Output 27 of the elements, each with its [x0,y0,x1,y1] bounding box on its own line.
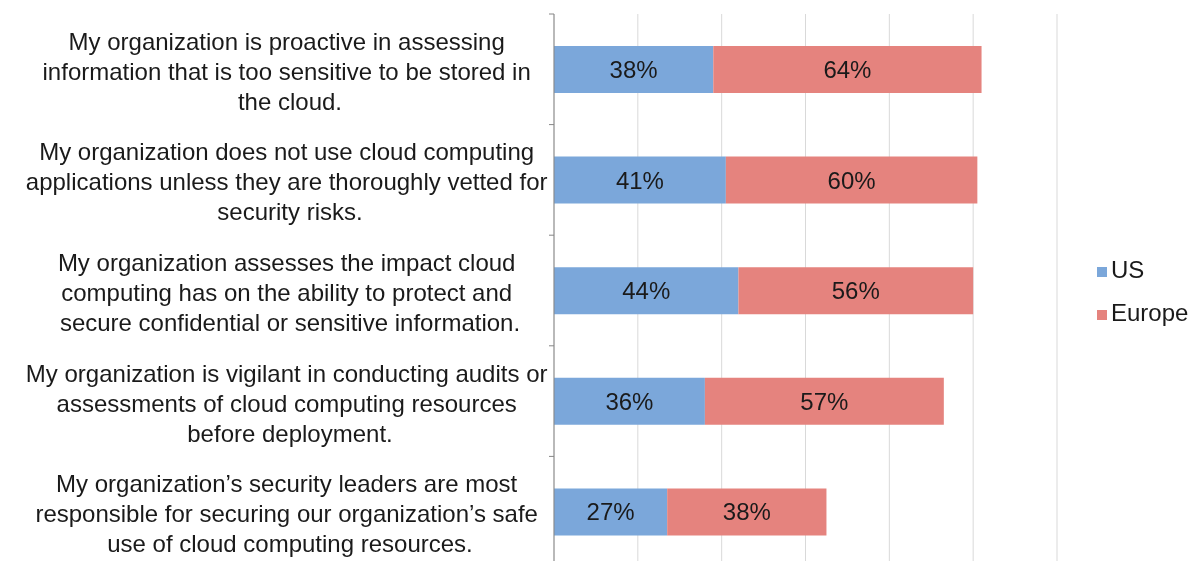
data-label: 36% [605,387,654,415]
bar [738,267,974,315]
y-tick-label: My organization is proactive in assessing information that is too sensitive to be stored in the cloud. [42,27,538,115]
data-label: 56% [831,277,880,305]
data-label: 60% [827,166,876,194]
legend-label: Europe [1111,299,1189,326]
y-tick-label: My organization is vigilant in conducting audits or assessments of cloud computing resources before deployment. [25,359,555,447]
y-tick-label: My organization assesses the impact cloud computing has on the ability to protect and secure confidential or sensitive information. [57,248,523,336]
bar [554,46,714,93]
legend-label: US [1111,256,1145,283]
y-tick-label: My organization’s security leaders are most responsible for securing our organization’s safe use of cloud computing resources. [35,470,545,558]
data-label: 38% [722,498,771,526]
bar [554,267,739,315]
bar [554,377,705,425]
data-label: 27% [586,498,635,526]
y-tick-label: My organization does not use cloud computing applications unless they are thoroughly vetted for security risks. [25,138,555,226]
data-label: 57% [800,387,849,415]
data-label: 64% [823,56,872,84]
data-label: 38% [609,56,658,84]
bar [725,156,978,204]
bar [554,156,726,204]
bar [554,488,668,536]
data-label: 44% [622,277,671,305]
bar [713,46,982,93]
data-label: 41% [615,166,664,194]
bar [704,377,944,425]
bar [667,488,827,536]
